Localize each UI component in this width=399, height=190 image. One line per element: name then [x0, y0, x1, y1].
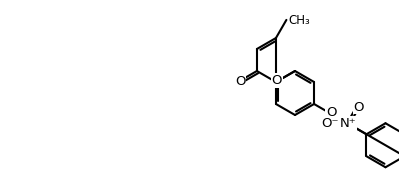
Text: O⁻: O⁻ — [321, 117, 338, 130]
Text: O: O — [235, 75, 245, 88]
Text: O: O — [326, 106, 336, 119]
Text: O: O — [354, 101, 364, 114]
Text: O: O — [272, 74, 282, 87]
Text: N⁺: N⁺ — [340, 117, 357, 130]
Text: CH₃: CH₃ — [288, 14, 310, 27]
